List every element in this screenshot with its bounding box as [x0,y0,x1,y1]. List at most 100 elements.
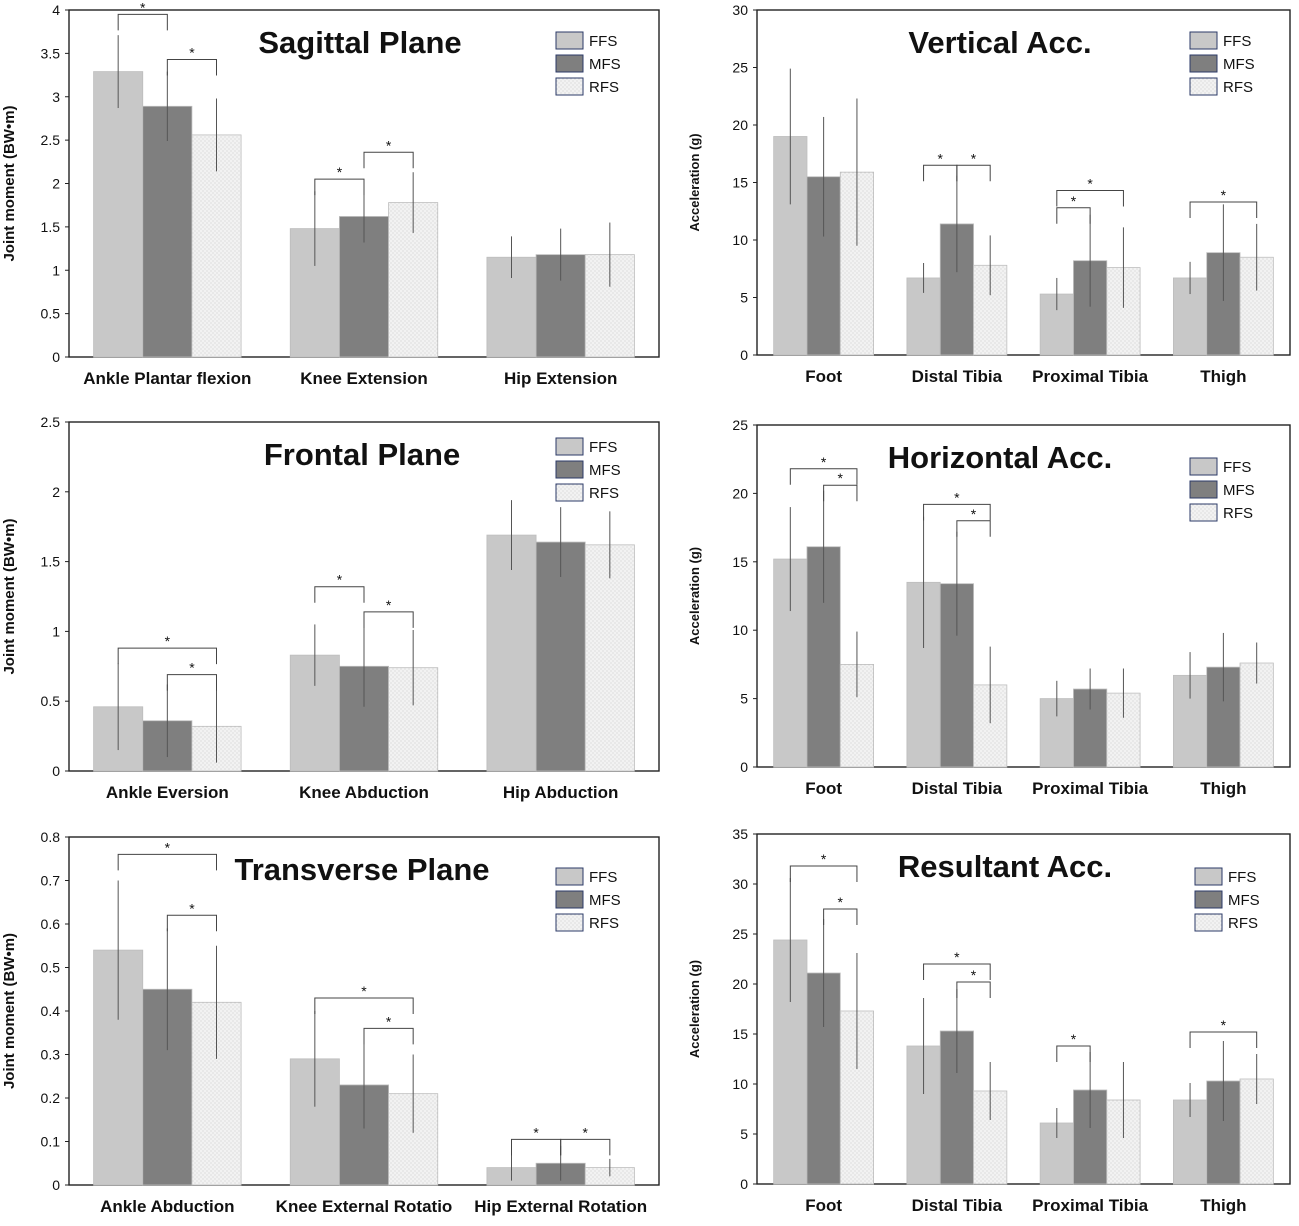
chart-title: Frontal Plane [264,437,460,472]
significance-bracket [166,58,217,76]
significance-bracket [923,963,991,980]
legend-swatch-ffs [1194,867,1223,886]
y-axis-label: Acceleration (g) [687,960,702,1058]
legend-label: MFS [1228,892,1260,909]
significance-star: * [386,597,392,613]
significance-bracket [956,981,991,998]
significance-star: * [140,0,146,15]
x-category-label: Foot [805,779,842,798]
y-tick-label: 0 [52,763,60,779]
significance-star: * [1221,187,1227,203]
legend-label: MFS [589,462,621,479]
bar-ffs [1039,698,1074,768]
chart-horizontal: 0 5 10 15 20 25 Acceleration (g) Foot Distal Tib… [687,417,1291,798]
x-category-label: Hip Abduction [503,783,619,802]
chart-frontal: 0 0.5 1 1.5 2 2.5 Joint moment (BW•m) Ankle Eve… [1,414,660,802]
significance-star: * [838,894,844,910]
y-tick-label: 0 [740,1176,748,1192]
y-tick-label: 0.5 [41,693,61,709]
y-tick-label: 10 [732,622,748,638]
x-category-label: Ankle Eversion [106,783,229,802]
significance-star: * [583,1124,589,1140]
bar-mfs [142,105,193,358]
y-tick-label: 1.5 [41,219,61,235]
x-category-label: Thigh [1200,1196,1246,1215]
significance-star: * [337,164,343,180]
bar-ffs [93,71,144,358]
x-category-label: Knee Abduction [299,783,429,802]
legend-swatch-mfs [555,890,584,909]
legend-swatch-ffs [555,31,584,50]
y-axis-label: Joint moment (BW•m) [1,105,18,261]
significance-star: * [386,1013,392,1029]
bar-ffs [906,1045,941,1185]
legend-label: RFS [1223,79,1253,96]
chart-title: Sagittal Plane [258,25,461,60]
significance-bracket [117,853,217,871]
bar-rfs [191,134,242,358]
legend-label: FFS [589,869,617,886]
y-axis-label: Joint moment (BW•m) [1,933,18,1089]
y-tick-label: 0 [740,347,748,363]
significance-star: * [954,949,960,965]
legend-swatch-ffs [1189,31,1218,50]
y-tick-label: 2 [52,176,60,192]
legend-label: FFS [589,439,617,456]
significance-star: * [337,572,343,588]
x-category-label: Foot [805,367,842,386]
significance-star: * [189,660,195,676]
y-tick-label: 30 [732,876,748,892]
significance-star: * [189,44,195,60]
significance-star: * [386,137,392,153]
y-tick-label: 5 [740,290,748,306]
y-tick-label: 15 [732,1026,748,1042]
y-tick-label: 20 [732,485,748,501]
chart-resultant: 0 5 10 15 20 25 30 35 Acceleration (g) Foot Distal… [687,826,1291,1215]
chart-sagittal: 0 0.5 1 1.5 2 2.5 3 3.5 4 Joint moment (BW•m) Ankl… [1,0,660,388]
significance-bracket [923,164,958,182]
legend-label: FFS [1228,869,1256,886]
x-category-label: Distal Tibia [912,367,1003,386]
y-tick-label: 0 [740,759,748,775]
significance-bracket [314,178,365,196]
legend-label: RFS [589,915,619,932]
legend-label: MFS [1223,56,1255,73]
y-tick-label: 25 [732,926,748,942]
significance-bracket [560,1138,611,1156]
y-tick-label: 0.4 [41,1003,61,1019]
legend-swatch-mfs [1194,890,1223,909]
significance-bracket [1056,190,1124,207]
significance-bracket [1189,1031,1258,1048]
legend-swatch-mfs [1189,54,1218,73]
y-tick-label: 1 [52,623,60,639]
significance-bracket [511,1138,562,1156]
chart-transverse: 0 0.1 0.2 0.3 0.4 0.5 0.6 0.7 0.8 Joint moment (B… [1,829,660,1216]
y-tick-label: 0.5 [41,306,61,322]
y-tick-label: 5 [740,691,748,707]
significance-star: * [361,983,367,999]
y-axis-label: Acceleration (g) [687,547,702,645]
significance-star: * [1071,193,1077,209]
y-tick-label: 0.5 [41,960,61,976]
y-axis-label: Acceleration (g) [687,133,702,231]
y-tick-label: 2 [52,484,60,500]
significance-bracket [789,865,858,882]
legend-swatch-rfs [555,913,584,932]
significance-bracket [363,1027,414,1045]
y-tick-label: 10 [732,232,748,248]
y-tick-label: 3 [52,89,60,105]
y-tick-label: 0.6 [41,916,61,932]
y-tick-label: 5 [740,1126,748,1142]
x-category-label: Hip External Rotation [474,1197,647,1216]
significance-star: * [971,506,977,522]
significance-bracket [166,674,217,691]
legend-swatch-mfs [555,460,584,479]
significance-bracket [923,503,991,521]
x-category-label: Knee External Rotatio [276,1197,453,1216]
x-category-label: Knee Extension [300,369,428,388]
significance-bracket [363,611,414,628]
significance-star: * [954,489,960,505]
legend-label: MFS [589,56,621,73]
